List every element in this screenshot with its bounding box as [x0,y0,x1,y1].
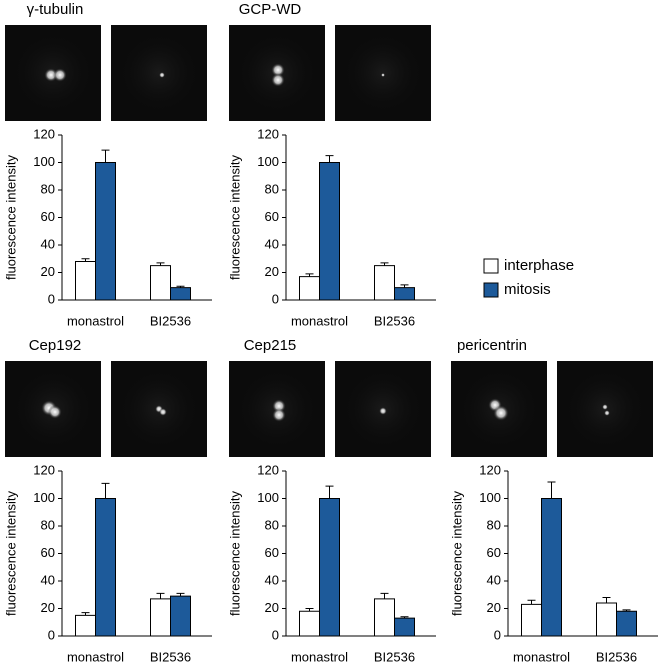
y-tick-label: 120 [257,462,279,477]
bar [541,498,562,637]
legend-label: mitosis [504,281,551,298]
centrosome-spot [48,405,62,419]
y-tick-label: 0 [272,627,279,642]
bar [75,614,96,637]
y-tick-label: 40 [265,572,279,587]
centrosome-spot [602,404,608,410]
y-tick-label: 100 [33,490,55,505]
bar [394,617,415,637]
y-tick-label: 60 [265,209,279,224]
y-tick-label: 120 [33,462,55,477]
x-tick-label: monastrol [291,649,348,664]
bar [319,162,340,301]
y-axis-label: fluorescence intensity [227,154,242,280]
y-tick-label: 60 [41,545,55,560]
centrosome-spot [493,405,509,421]
y-tick-label: 20 [41,600,55,615]
y-tick-label: 40 [41,572,55,587]
x-tick-label: monastrol [67,313,124,328]
bar [95,162,116,301]
y-axis-label: fluorescence intensity [3,490,18,616]
y-tick-label: 60 [487,545,501,560]
y-tick-label: 20 [265,600,279,615]
y-tick-label: 40 [41,236,55,251]
bar [616,610,637,637]
micrograph-haze [119,33,199,113]
legend-swatch [483,258,499,274]
x-tick-label: BI2536 [374,313,415,328]
y-tick-label: 100 [33,154,55,169]
centrosome-spot [271,73,285,87]
bar [299,610,320,637]
bar [150,598,171,637]
y-tick-label: 0 [48,291,55,306]
bar [170,287,191,301]
bar [319,498,340,637]
y-axis-label: fluorescence intensity [227,490,242,616]
chart-title: GCP-WD [239,1,302,18]
legend-label: interphase [504,257,574,274]
x-tick-label: BI2536 [150,313,191,328]
centrosome-spot [159,408,167,416]
centrosome-spot [53,68,67,82]
y-tick-label: 120 [479,462,501,477]
bar [521,603,542,637]
y-tick-label: 0 [272,291,279,306]
bar [374,598,395,637]
y-tick-label: 100 [479,490,501,505]
legend-swatch [483,282,499,298]
x-tick-label: BI2536 [374,649,415,664]
x-tick-label: BI2536 [596,649,637,664]
y-tick-label: 60 [41,209,55,224]
y-tick-label: 20 [487,600,501,615]
centrosome-spot [272,408,286,422]
y-tick-label: 20 [41,264,55,279]
x-tick-label: monastrol [291,313,348,328]
y-tick-label: 80 [41,517,55,532]
y-tick-label: 20 [265,264,279,279]
bar [170,595,191,637]
y-axis-label: fluorescence intensity [449,490,464,616]
chart-title: Cep215 [244,337,297,354]
y-tick-label: 60 [265,545,279,560]
y-tick-label: 100 [257,490,279,505]
bar [95,498,116,637]
y-tick-label: 120 [257,126,279,141]
y-tick-label: 120 [33,126,55,141]
bar [299,276,320,301]
y-tick-label: 100 [257,154,279,169]
x-tick-label: BI2536 [150,649,191,664]
x-tick-label: monastrol [67,649,124,664]
y-tick-label: 80 [265,517,279,532]
centrosome-spot [159,72,165,78]
centrosome-spot [271,63,285,77]
bar [596,602,617,637]
x-tick-label: monastrol [513,649,570,664]
y-tick-label: 80 [487,517,501,532]
y-tick-label: 80 [41,181,55,196]
y-tick-label: 80 [265,181,279,196]
y-tick-label: 40 [487,572,501,587]
y-tick-label: 0 [494,627,501,642]
bar [75,261,96,301]
centrosome-spot [604,410,610,416]
y-tick-label: 0 [48,627,55,642]
y-tick-label: 40 [265,236,279,251]
bar [394,287,415,301]
bar [150,265,171,301]
centrosome-spot [381,73,385,77]
centrosome-spot [379,407,387,415]
chart-title: pericentrin [457,337,527,354]
chart-title: γ-tubulin [27,1,84,18]
chart-title: Cep192 [29,337,82,354]
bar [374,265,395,301]
y-axis-label: fluorescence intensity [3,154,18,280]
